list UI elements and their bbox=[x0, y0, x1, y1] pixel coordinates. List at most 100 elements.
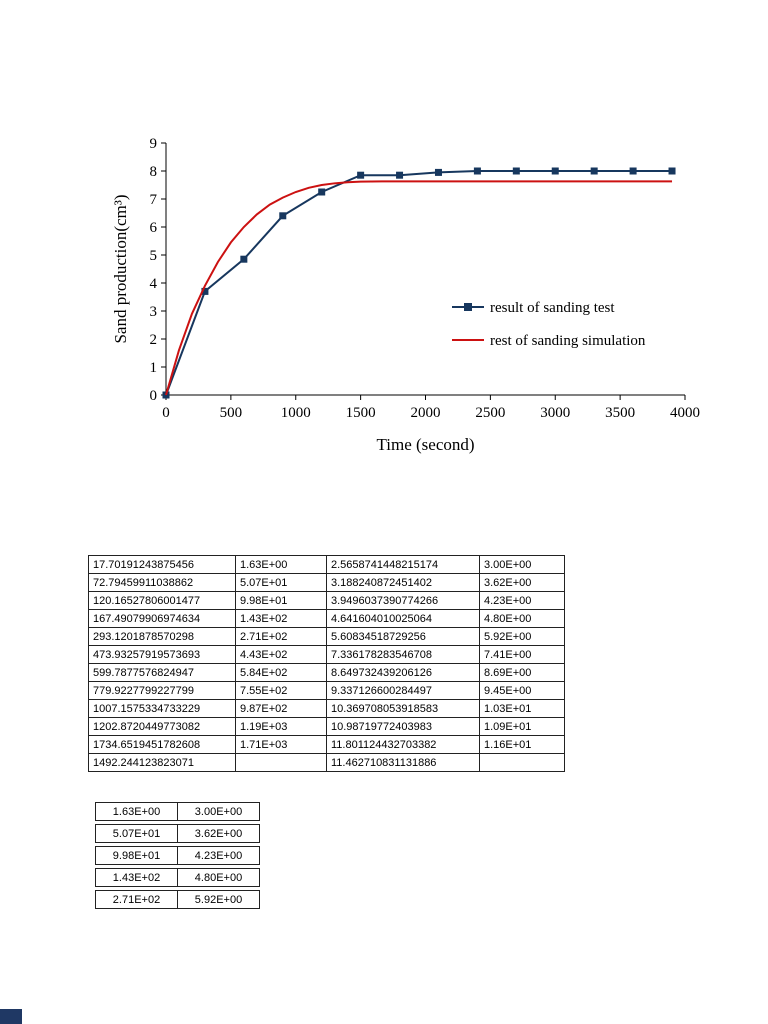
y-tick-label: 0 bbox=[150, 388, 158, 404]
table-cell: 1492.244123823071 bbox=[88, 753, 236, 772]
series-marker bbox=[629, 167, 637, 175]
table-row: 72.79459911038862 5.07E+01 3.1882408724514… bbox=[88, 573, 565, 592]
legend-label: result of sanding test bbox=[490, 300, 615, 316]
table-cell: 7.336178283546708 bbox=[326, 645, 480, 664]
y-tick-label: 1 bbox=[150, 360, 158, 376]
table-cell: 10.369708053918583 bbox=[326, 699, 480, 718]
table-cell: 2.5658741448215174 bbox=[326, 555, 480, 574]
table-cell: 4.23E+00 bbox=[479, 591, 565, 610]
table-row: 17.70191243875456 1.63E+00 2.5658741448215… bbox=[88, 555, 565, 574]
table-row: 599.7877576824947 5.84E+02 8.6497324392061… bbox=[88, 663, 565, 682]
table-cell: 473.93257919573693 bbox=[88, 645, 236, 664]
table-cell: 3.9496037390774266 bbox=[326, 591, 480, 610]
table-cell: 9.337126600284497 bbox=[326, 681, 480, 700]
table-cell: 599.7877576824947 bbox=[88, 663, 236, 682]
table-cell: 1734.6519451782608 bbox=[88, 735, 236, 754]
table-row: 1.63E+00 3.00E+00 bbox=[95, 802, 260, 821]
table-cell: 4.80E+00 bbox=[178, 868, 260, 887]
table-cell: 2.71E+02 bbox=[235, 627, 327, 646]
table-row: 1202.8720449773082 1.19E+03 10.98719772403… bbox=[88, 717, 565, 736]
table-body: 1.63E+00 3.00E+00 5.07E+01 3.62E+00 9.98E+01… bbox=[95, 802, 260, 909]
x-tick-label: 4000 bbox=[670, 405, 700, 421]
table-cell: 1.43E+02 bbox=[95, 868, 178, 887]
table-row: 1492.244123823071 11.462710831131886 bbox=[88, 753, 565, 772]
table-cell: 5.84E+02 bbox=[235, 663, 327, 682]
table-row: 167.49079906974634 1.43E+02 4.641604010025… bbox=[88, 609, 565, 628]
table-cell: 9.87E+02 bbox=[235, 699, 327, 718]
series-line bbox=[165, 170, 673, 396]
table-row: 1.43E+02 4.80E+00 bbox=[95, 868, 260, 887]
table-cell: 72.79459911038862 bbox=[88, 573, 236, 592]
series-marker bbox=[396, 171, 404, 179]
series-marker bbox=[551, 167, 559, 175]
table-cell: 167.49079906974634 bbox=[88, 609, 236, 628]
table-row: 2.71E+02 5.92E+00 bbox=[95, 890, 260, 909]
y-tick-label: 6 bbox=[150, 220, 158, 236]
x-tick-label: 2000 bbox=[411, 405, 441, 421]
table-cell: 5.07E+01 bbox=[235, 573, 327, 592]
legend-sample-marker bbox=[464, 303, 472, 311]
series-line bbox=[165, 180, 673, 396]
series-marker bbox=[279, 212, 287, 220]
table-row: 5.07E+01 3.62E+00 bbox=[95, 824, 260, 843]
table-cell: 3.00E+00 bbox=[479, 555, 565, 574]
table-cell: 1.71E+03 bbox=[235, 735, 327, 754]
series-marker bbox=[473, 167, 481, 175]
table-cell: 5.92E+00 bbox=[479, 627, 565, 646]
table-cell: 5.60834518729256 bbox=[326, 627, 480, 646]
table-cell: 293.1201878570298 bbox=[88, 627, 236, 646]
y-tick-label: 7 bbox=[150, 192, 158, 208]
table-cell: 1.03E+01 bbox=[479, 699, 565, 718]
x-tick-label: 3000 bbox=[540, 405, 570, 421]
table-cell: 1.19E+03 bbox=[235, 717, 327, 736]
y-tick-label: 5 bbox=[150, 248, 158, 264]
table-row: 1734.6519451782608 1.71E+03 11.80112443270… bbox=[88, 735, 565, 754]
table-cell: 120.16527806001477 bbox=[88, 591, 236, 610]
table-cell: 3.62E+00 bbox=[479, 573, 565, 592]
table-cell: 11.801124432703382 bbox=[326, 735, 480, 754]
y-axis-title: Sand production(cm³) bbox=[111, 194, 130, 343]
table-cell: 3.62E+00 bbox=[178, 824, 260, 843]
series-marker bbox=[240, 255, 248, 263]
x-tick-label: 2500 bbox=[475, 405, 505, 421]
series-marker bbox=[512, 167, 520, 175]
table-cell: 17.70191243875456 bbox=[88, 555, 236, 574]
table-cell: 1.09E+01 bbox=[479, 717, 565, 736]
table-cell: 1.63E+00 bbox=[235, 555, 327, 574]
table-cell: 7.41E+00 bbox=[479, 645, 565, 664]
sanding-chart: 0 1 2 3 4 5 6 7 8 9 0 500 1000 1500 2000 2500 3000 3500 40… bbox=[100, 125, 720, 470]
series-marker bbox=[318, 188, 326, 196]
table-cell: 4.43E+02 bbox=[235, 645, 327, 664]
table-cell: 9.98E+01 bbox=[95, 846, 178, 865]
x-tick-label: 3500 bbox=[605, 405, 635, 421]
table-row: 779.9227799227799 7.55E+02 9.3371266002844… bbox=[88, 681, 565, 700]
table-cell: 2.71E+02 bbox=[95, 890, 178, 909]
page-corner-marker bbox=[0, 1009, 22, 1024]
x-tick-label: 0 bbox=[162, 405, 170, 421]
table-row: 473.93257919573693 4.43E+02 7.336178283546… bbox=[88, 645, 565, 664]
table-cell: 4.641604010025064 bbox=[326, 609, 480, 628]
table-cell: 1007.1575334733229 bbox=[88, 699, 236, 718]
y-tick-label: 9 bbox=[150, 136, 158, 152]
table-cell: 4.23E+00 bbox=[178, 846, 260, 865]
chart-canvas: 0 1 2 3 4 5 6 7 8 9 0 500 1000 1500 2000 2500 3000 3500 40… bbox=[111, 136, 700, 454]
table-cell bbox=[479, 753, 565, 772]
x-tick-label: 1500 bbox=[346, 405, 376, 421]
table-row: 293.1201878570298 2.71E+02 5.6083451872925… bbox=[88, 627, 565, 646]
table-body: 17.70191243875456 1.63E+00 2.5658741448215… bbox=[88, 555, 565, 772]
table-cell: 3.00E+00 bbox=[178, 802, 260, 821]
table-cell: 1202.8720449773082 bbox=[88, 717, 236, 736]
table-cell: 779.9227799227799 bbox=[88, 681, 236, 700]
table-cell: 1.16E+01 bbox=[479, 735, 565, 754]
series-marker bbox=[357, 171, 365, 179]
series-marker bbox=[668, 167, 676, 175]
table-cell: 4.80E+00 bbox=[479, 609, 565, 628]
table-cell: 11.462710831131886 bbox=[326, 753, 480, 772]
series-marker bbox=[434, 168, 442, 176]
table-cell: 7.55E+02 bbox=[235, 681, 327, 700]
table-cell: 8.649732439206126 bbox=[326, 663, 480, 682]
table-cell: 9.98E+01 bbox=[235, 591, 327, 610]
x-axis-title: Time (second) bbox=[376, 435, 474, 454]
table-row: 120.16527806001477 9.98E+01 3.949603739077… bbox=[88, 591, 565, 610]
